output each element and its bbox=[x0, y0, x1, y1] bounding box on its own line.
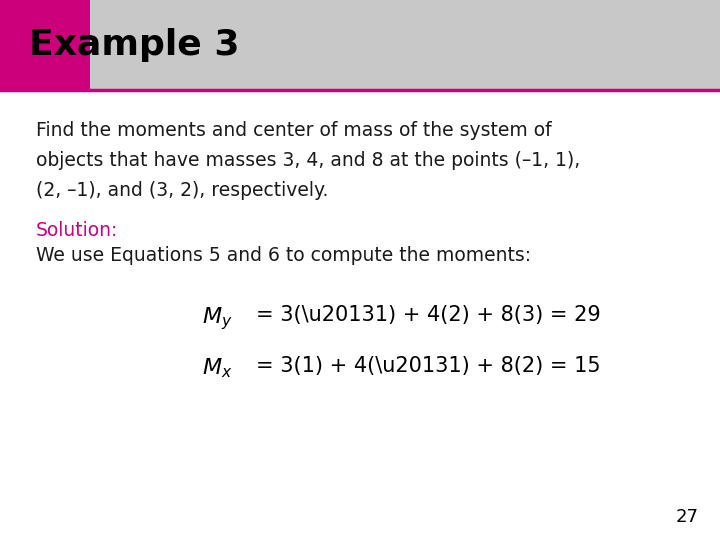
Bar bbox=[0, 0, 720, 90]
Text: = 3(\u20131) + 4(2) + 8(3) = 29: = 3(\u20131) + 4(2) + 8(3) = 29 bbox=[256, 305, 600, 325]
Text: We use Equations 5 and 6 to compute the moments:: We use Equations 5 and 6 to compute the … bbox=[36, 246, 531, 265]
Text: objects that have masses 3, 4, and 8 at the points (–1, 1),: objects that have masses 3, 4, and 8 at … bbox=[36, 151, 580, 170]
Text: $\mathit{M}_y$: $\mathit{M}_y$ bbox=[202, 305, 232, 332]
Bar bbox=[0, 0, 90, 90]
Text: 27: 27 bbox=[675, 509, 698, 526]
Text: (2, –1), and (3, 2), respectively.: (2, –1), and (3, 2), respectively. bbox=[36, 181, 328, 200]
Text: Solution:: Solution: bbox=[36, 221, 118, 240]
Text: Example 3: Example 3 bbox=[29, 28, 239, 62]
Text: Find the moments and center of mass of the system of: Find the moments and center of mass of t… bbox=[36, 122, 552, 140]
Text: = 3(1) + 4(\u20131) + 8(2) = 15: = 3(1) + 4(\u20131) + 8(2) = 15 bbox=[256, 356, 600, 376]
Text: $\mathit{M}_x$: $\mathit{M}_x$ bbox=[202, 356, 232, 380]
